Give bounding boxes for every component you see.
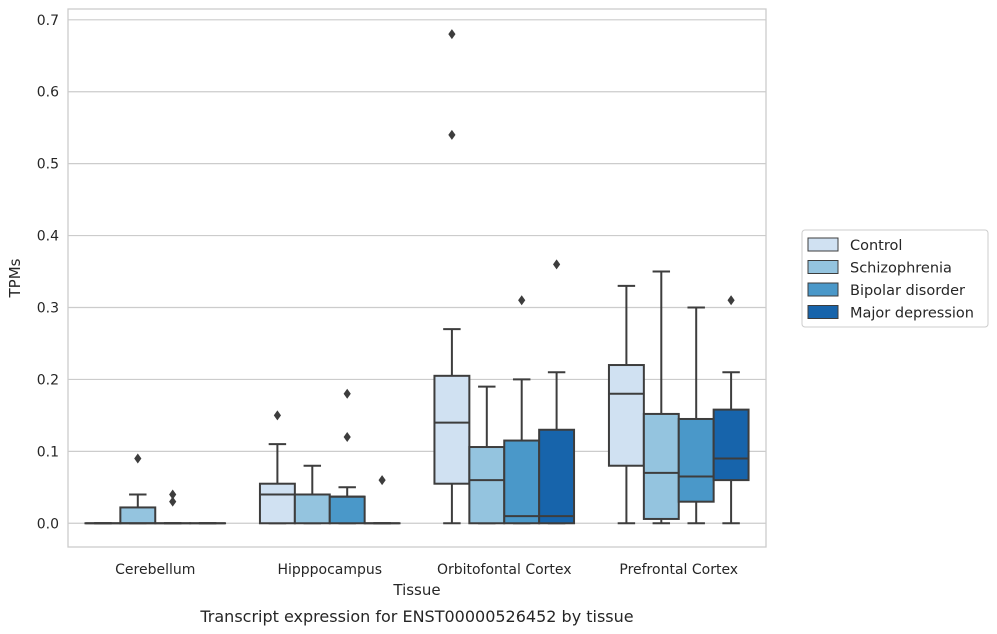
y-tick-label: 0.4 bbox=[37, 229, 59, 245]
y-tick-label: 0.1 bbox=[37, 444, 59, 460]
outlier-point bbox=[273, 410, 281, 421]
box-1-2 bbox=[328, 388, 366, 525]
box-0-2 bbox=[154, 489, 192, 525]
legend-label: Bipolar disorder bbox=[850, 283, 965, 299]
box-body bbox=[712, 408, 750, 482]
outlier-point bbox=[134, 453, 142, 464]
box-1-3 bbox=[363, 475, 401, 525]
legend-swatch bbox=[807, 237, 839, 252]
box-body bbox=[642, 412, 680, 520]
outlier-point bbox=[518, 295, 526, 306]
x-axis-label: Tissue bbox=[392, 581, 440, 599]
box-2-3 bbox=[538, 259, 576, 525]
box-1-0 bbox=[258, 410, 296, 525]
legend-frame bbox=[801, 229, 989, 328]
legend-item-3: Major depression bbox=[807, 305, 974, 322]
outlier-point bbox=[343, 431, 351, 442]
box-3-2 bbox=[677, 306, 715, 525]
legend-label: Major depression bbox=[850, 306, 974, 322]
box-3-1 bbox=[642, 270, 680, 525]
outlier-point bbox=[727, 295, 735, 306]
y-axis-ticks: 0.0 0.1 0.2 0.3 0.4 0.5 0.6 0.7 bbox=[37, 13, 59, 532]
legend: Control Schizophrenia Bipolar disorder Majo… bbox=[801, 229, 989, 328]
legend-swatch bbox=[807, 305, 839, 319]
x-tick-label: Orbitofontal Cortex bbox=[437, 562, 572, 578]
outlier-point bbox=[553, 259, 561, 270]
y-tick-label: 0.5 bbox=[37, 157, 59, 173]
box-body bbox=[293, 493, 331, 525]
box-body bbox=[258, 482, 296, 525]
box-2-1 bbox=[468, 385, 506, 525]
outlier-point bbox=[169, 489, 177, 500]
box-body bbox=[503, 439, 541, 525]
figure-caption: Transcript expression for ENST0000052645… bbox=[199, 607, 633, 626]
plot-area-frame bbox=[67, 8, 767, 548]
legend-swatch bbox=[807, 260, 839, 274]
box-2-0 bbox=[433, 29, 471, 525]
box-groups bbox=[84, 29, 750, 525]
box-2-2 bbox=[503, 295, 541, 525]
box-body bbox=[538, 428, 576, 525]
legend-item-0: Control bbox=[807, 237, 902, 254]
box-body bbox=[328, 495, 366, 525]
box-0-1 bbox=[119, 453, 157, 525]
box-body bbox=[677, 417, 715, 503]
y-tick-label: 0.0 bbox=[37, 516, 59, 532]
x-axis-ticks: Cerebellum Hipppocampus Orbitofontal Corte… bbox=[115, 562, 738, 578]
legend-swatch bbox=[807, 282, 839, 297]
y-tick-label: 0.7 bbox=[37, 13, 59, 29]
outlier-point bbox=[378, 475, 386, 486]
x-tick-label: Hipppocampus bbox=[277, 562, 382, 578]
outlier-point bbox=[448, 29, 456, 40]
legend-item-2: Bipolar disorder bbox=[807, 282, 965, 299]
x-tick-label: Cerebellum bbox=[115, 562, 195, 578]
gridlines bbox=[68, 19, 766, 524]
box-body bbox=[433, 374, 471, 485]
outlier-point bbox=[343, 388, 351, 399]
box-body bbox=[607, 364, 645, 467]
y-tick-label: 0.3 bbox=[37, 300, 59, 316]
box-body bbox=[468, 446, 506, 525]
outlier-point bbox=[448, 129, 456, 140]
outlier-point bbox=[169, 496, 177, 507]
box-3-3 bbox=[712, 295, 750, 525]
y-tick-label: 0.2 bbox=[37, 372, 59, 388]
legend-label: Control bbox=[850, 238, 902, 254]
box-3-0 bbox=[607, 284, 645, 525]
legend-label: Schizophrenia bbox=[850, 261, 952, 277]
legend-item-1: Schizophrenia bbox=[807, 260, 952, 277]
box-1-1 bbox=[293, 464, 331, 525]
y-axis-label: TPMs bbox=[6, 258, 24, 298]
y-tick-label: 0.6 bbox=[37, 85, 59, 101]
x-tick-label: Prefrontal Cortex bbox=[619, 562, 738, 578]
box-body bbox=[119, 506, 157, 525]
